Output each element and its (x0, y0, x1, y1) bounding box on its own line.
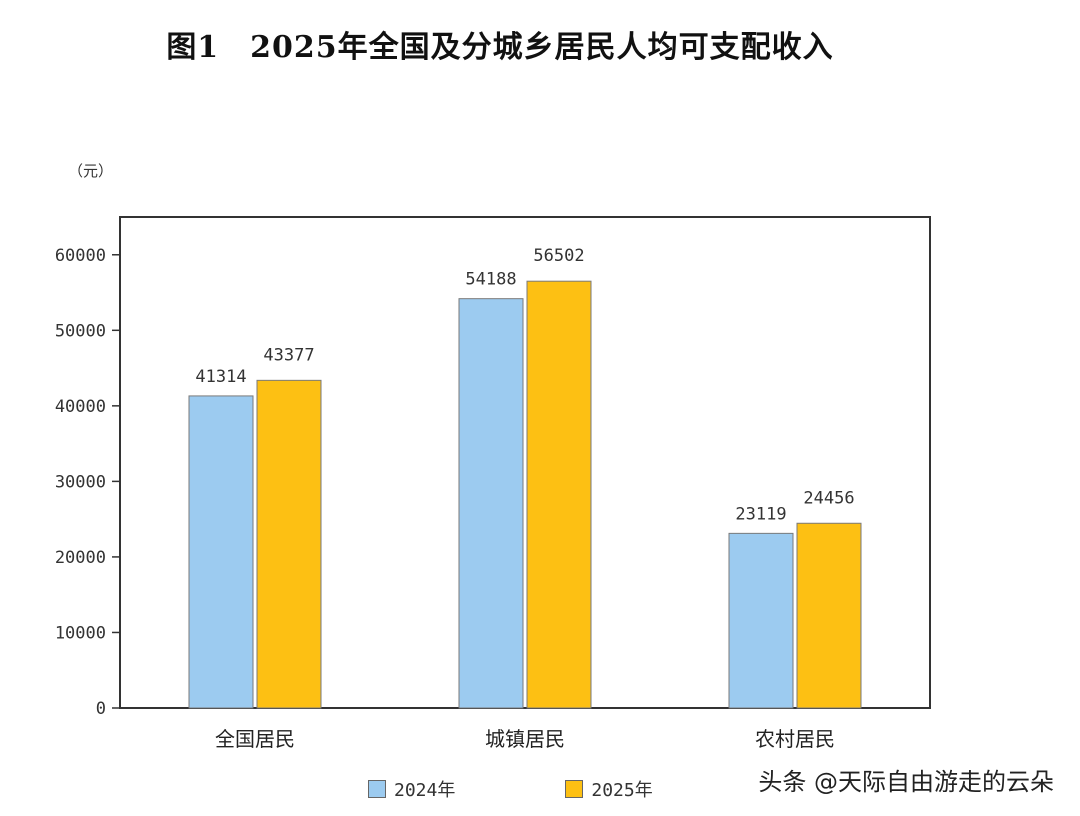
legend-swatch-2025 (565, 780, 584, 798)
data-label: 24456 (803, 488, 854, 508)
data-label: 41314 (195, 367, 246, 387)
category-label: 农村居民 (755, 727, 835, 751)
y-tick-label: 40000 (55, 397, 106, 417)
legend-item-2025: 2025年 (565, 776, 653, 802)
bar-2024年-全国居民 (188, 395, 254, 709)
y-axis-unit: （元） (68, 162, 114, 180)
bar-2024年-农村居民 (728, 532, 794, 709)
bar-2024年-城镇居民 (458, 298, 524, 709)
data-label: 43377 (263, 345, 314, 365)
bar-2025年-全国居民 (256, 379, 322, 709)
chart-title: 图1 2025年全国及分城乡居民人均可支配收入 (166, 30, 834, 65)
y-tick-label: 20000 (55, 548, 106, 568)
bar-2025年-城镇居民 (526, 280, 592, 709)
legend-swatch-2024 (368, 780, 386, 798)
y-tick-label: 10000 (55, 623, 106, 643)
y-tick-label: 60000 (55, 246, 106, 266)
category-labels: 全国居民 城镇居民 农村居民 (215, 727, 835, 751)
legend-label-2025: 2025年 (591, 780, 653, 801)
plot-frame (119, 216, 931, 709)
category-label: 城镇居民 (485, 727, 565, 751)
bars-group (188, 280, 862, 709)
legend-label-2024: 2024年 (394, 780, 456, 801)
watermark: 头条 @天际自由游走的云朵 (758, 768, 1054, 796)
y-axis: 0 10000 20000 30000 40000 50000 60000 (55, 246, 120, 719)
data-labels-group: 41314 43377 54188 56502 23119 24456 (195, 246, 854, 524)
category-label: 全国居民 (215, 727, 295, 751)
legend-item-2024: 2024年 (368, 776, 455, 802)
data-label: 23119 (735, 504, 786, 524)
y-tick-label: 30000 (55, 472, 106, 492)
legend: 2024年 2025年 (368, 776, 653, 802)
bar-2025年-农村居民 (796, 522, 862, 709)
data-label: 56502 (533, 246, 584, 266)
y-tick-label: 0 (96, 699, 106, 719)
data-label: 54188 (465, 270, 516, 290)
y-tick-label: 50000 (55, 321, 106, 341)
